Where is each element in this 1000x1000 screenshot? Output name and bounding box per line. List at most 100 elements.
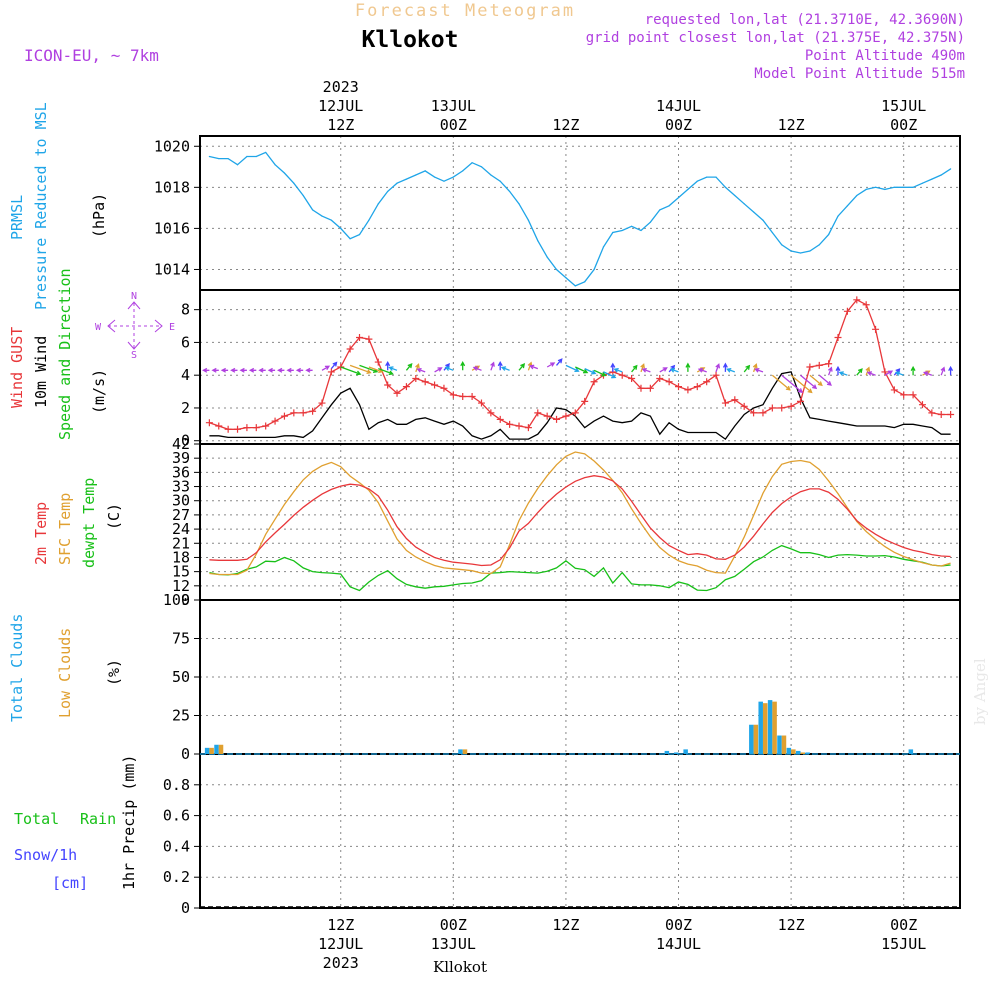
pressure-point (302, 194, 304, 197)
pressure-point (771, 231, 773, 234)
time-label-bottom: 2023 (323, 954, 359, 972)
pressure-point (865, 188, 867, 190)
gust-marker (815, 361, 823, 369)
pressure-label-prmsl: PRMSL (8, 195, 26, 240)
y-tick-label: 0.2 (163, 868, 190, 886)
wind-direction-arrow (267, 367, 276, 373)
pressure-point (208, 155, 210, 158)
pressure-point (818, 244, 820, 246)
time-label-top: 00Z (665, 116, 692, 134)
wind-direction-arrow (415, 363, 420, 373)
gust-marker (618, 371, 626, 379)
pressure-point (490, 174, 492, 176)
gust-marker (299, 409, 307, 417)
pressure-point (612, 231, 614, 234)
product-title: Forecast Meteogram (355, 1, 575, 21)
low-clouds-bar (209, 747, 214, 754)
wind-direction-arrow (518, 363, 526, 371)
temp-label-dewpt: dewpt Temp (80, 478, 98, 568)
wind-direction-arrow (321, 365, 331, 371)
pressure-point (640, 229, 642, 232)
gust-marker (646, 384, 654, 392)
time-label-bottom: 12Z (327, 916, 354, 934)
gust-marker (534, 409, 542, 417)
y-tick-label: 21 (172, 534, 190, 552)
wind-direction-arrow (800, 374, 818, 390)
y-tick-label: 0.8 (163, 776, 190, 794)
low-clouds-bar (753, 724, 759, 754)
total-clouds-bar (214, 744, 219, 754)
total-clouds-bar (758, 701, 763, 754)
model-label: ICON-EU, ~ 7km (24, 46, 159, 65)
time-label-bottom: 12JUL (318, 935, 363, 953)
pressure-point (602, 246, 605, 248)
gust-marker (881, 368, 889, 376)
y-tick-label: 100 (163, 591, 190, 609)
gust-marker (318, 399, 326, 407)
y-tick-label: 15 (172, 563, 190, 581)
gust-marker (862, 301, 870, 309)
pressure-line (209, 151, 951, 287)
y-tick-label: 50 (172, 668, 190, 686)
pressure-point (433, 176, 436, 178)
time-label-bottom: 00Z (890, 916, 917, 934)
wind-direction-arrow (472, 366, 482, 371)
wind-direction-arrow (593, 369, 607, 377)
wind-direction-arrow (565, 364, 580, 373)
wind-direction-arrow (835, 365, 841, 376)
gust-marker (712, 371, 720, 379)
pressure-point (377, 203, 379, 205)
pressure-point (715, 176, 717, 178)
total-clouds-bar (795, 750, 801, 754)
wind-direction-arrow (584, 368, 597, 375)
gust-marker (562, 412, 570, 420)
y-tick-label: 6 (181, 333, 190, 351)
gust-marker (431, 381, 439, 389)
precip-unit: 1hr Precip (mm) (120, 755, 138, 890)
gust-marker (374, 358, 382, 366)
wind-direction-arrow (340, 366, 362, 376)
dewpoint-line (209, 544, 951, 592)
wind-direction-arrow (685, 362, 691, 372)
pressure-point (462, 170, 464, 172)
gust-marker (768, 404, 776, 412)
pressure-point (940, 174, 942, 176)
pressure-point (527, 219, 529, 221)
y-tick-label: 0 (181, 432, 190, 450)
time-label-top: 12Z (778, 116, 805, 134)
gust-marker (656, 374, 664, 382)
wind-label-gust: Wind GUST (8, 327, 26, 408)
gust-marker (872, 325, 880, 333)
gust-marker (787, 402, 795, 410)
pressure-point (574, 285, 576, 287)
gust-marker (665, 378, 673, 386)
wind-direction-arrow (388, 366, 398, 371)
precip-label-rain: Rain (80, 810, 116, 828)
gust-marker (290, 409, 298, 417)
wind-direction-arrow (258, 367, 266, 373)
time-label-bottom: 00Z (440, 916, 467, 934)
pressure-point (349, 238, 351, 240)
wind-direction-arrow (752, 363, 758, 373)
y-tick-label: 1014 (154, 260, 190, 278)
time-label-bottom: 12Z (552, 916, 579, 934)
gust-marker (731, 396, 739, 404)
panel-frame (199, 135, 961, 291)
gust-marker (843, 307, 851, 315)
pressure-point (706, 176, 708, 178)
wind-direction-arrow (575, 366, 589, 374)
gust-marker (937, 411, 945, 419)
wind-direction-arrow (490, 361, 495, 371)
gust-marker (703, 378, 711, 386)
low-clouds-bar (762, 703, 768, 754)
wind-label-dir: Speed and Direction (56, 268, 74, 440)
time-label-top: 12JUL (318, 97, 363, 115)
gust-marker (750, 409, 758, 417)
gust-marker (590, 378, 598, 386)
gust-marker (890, 386, 898, 394)
wind-direction-arrow (754, 367, 764, 373)
location-title: Kllokot (362, 27, 459, 53)
pressure-point (912, 186, 914, 188)
total-clouds-bar (908, 749, 914, 754)
wind-direction-arrow (910, 365, 916, 376)
